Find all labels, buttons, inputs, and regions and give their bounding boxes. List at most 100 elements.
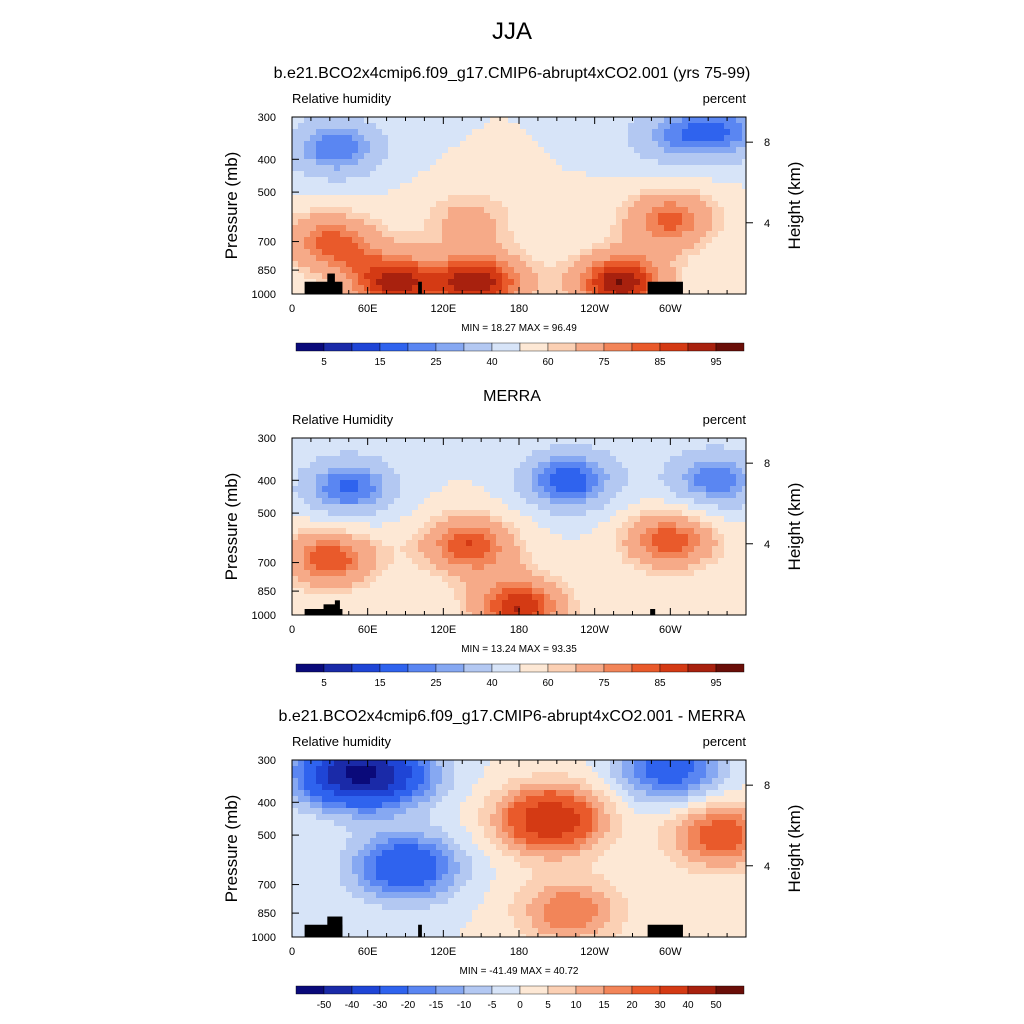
field-cell	[418, 492, 424, 498]
field-cell	[430, 129, 436, 135]
field-cell	[454, 135, 460, 141]
field-cell	[304, 129, 310, 135]
field-cell	[496, 243, 502, 249]
field-cell	[736, 213, 742, 219]
field-cell	[538, 291, 544, 294]
field-cell	[616, 225, 622, 231]
field-cell	[454, 249, 460, 255]
field-cell	[490, 225, 496, 231]
field-cell	[712, 153, 718, 159]
field-cell	[544, 510, 550, 516]
field-cell	[418, 159, 424, 165]
field-cell	[424, 129, 430, 135]
field-cell	[604, 117, 610, 123]
field-cell	[358, 243, 364, 249]
colorbar-box	[491, 663, 521, 673]
field-cell	[658, 159, 664, 165]
field-cell	[406, 171, 412, 177]
field-cell	[358, 261, 364, 267]
field-cell	[736, 552, 742, 558]
field-cell	[448, 165, 454, 171]
field-cell	[736, 510, 742, 516]
field-cell	[544, 462, 550, 468]
field-cell	[568, 570, 574, 576]
field-cell	[370, 153, 376, 159]
field-cell	[598, 474, 604, 480]
field-cell	[718, 474, 724, 480]
data-field	[292, 438, 746, 615]
field-cell	[598, 540, 604, 546]
field-cell	[580, 444, 586, 450]
field-cell	[334, 147, 340, 153]
field-cell	[334, 552, 340, 558]
field-cell	[472, 540, 478, 546]
field-cell	[538, 450, 544, 456]
field-cell	[664, 528, 670, 534]
field-cell	[298, 177, 304, 183]
field-cell	[472, 117, 478, 123]
field-cell	[682, 480, 688, 486]
field-cell	[460, 564, 466, 570]
field-cell	[532, 570, 538, 576]
field-cell	[634, 468, 640, 474]
field-cell	[460, 183, 466, 189]
field-cell	[400, 225, 406, 231]
field-cell	[544, 285, 550, 291]
field-cell	[550, 444, 556, 450]
field-cell	[700, 153, 706, 159]
field-cell	[676, 153, 682, 159]
field-cell	[442, 141, 448, 147]
field-cell	[400, 243, 406, 249]
field-cell	[472, 123, 478, 129]
field-cell	[388, 540, 394, 546]
field-cell	[484, 267, 490, 273]
field-cell	[478, 201, 484, 207]
field-cell	[628, 540, 634, 546]
field-cell	[466, 450, 472, 456]
field-cell	[526, 231, 532, 237]
field-cell	[526, 600, 532, 606]
field-cell	[346, 147, 352, 153]
field-cell	[328, 117, 334, 123]
field-cell	[622, 462, 628, 468]
field-cell	[670, 552, 676, 558]
field-cell	[580, 285, 586, 291]
field-cell	[334, 255, 340, 261]
x-tick-label: 120E	[430, 624, 456, 636]
field-cell	[682, 219, 688, 225]
field-cell	[640, 588, 646, 594]
field-cell	[592, 189, 598, 195]
field-cell	[442, 492, 448, 498]
field-cell	[298, 826, 304, 832]
field-cell	[610, 522, 616, 528]
field-cell	[376, 195, 382, 201]
field-cell	[676, 207, 682, 213]
field-cell	[544, 153, 550, 159]
field-cell	[442, 486, 448, 492]
field-cell	[298, 612, 304, 615]
field-cell	[562, 147, 568, 153]
field-cell	[556, 255, 562, 261]
field-cell	[418, 123, 424, 129]
field-cell	[526, 117, 532, 123]
field-cell	[646, 612, 652, 615]
field-cell	[610, 285, 616, 291]
field-cell	[316, 874, 322, 880]
field-cell	[658, 534, 664, 540]
field-cell	[478, 147, 484, 153]
field-cell	[346, 468, 352, 474]
field-cell	[472, 243, 478, 249]
field-cell	[562, 474, 568, 480]
field-cell	[550, 582, 556, 588]
field-cell	[652, 528, 658, 534]
field-cell	[418, 510, 424, 516]
field-cell	[730, 219, 736, 225]
field-cell	[304, 540, 310, 546]
field-cell	[340, 474, 346, 480]
field-cell	[604, 201, 610, 207]
field-cell	[598, 267, 604, 273]
field-cell	[514, 468, 520, 474]
field-cell	[340, 123, 346, 129]
field-cell	[478, 510, 484, 516]
field-cell	[718, 153, 724, 159]
